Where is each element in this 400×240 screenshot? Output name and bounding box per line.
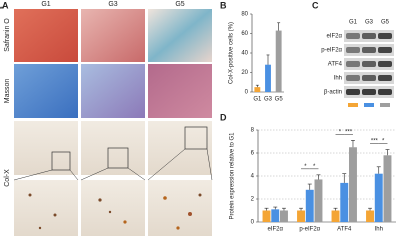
panel-label: C [312,0,319,10]
cells [28,193,202,230]
panel-label: B [220,0,227,10]
protein-label: p-eIF2α [321,48,342,54]
image [148,121,212,175]
band [346,47,360,53]
x-tick-label: G1 [253,97,262,103]
band [362,89,376,95]
zoom-box [184,126,208,150]
column-label: G1 [41,1,50,8]
x-tick-label: Ihh [375,227,383,233]
y-axis-label: Col-X-positive cells (%) [229,22,235,84]
significance-label: *** [371,139,379,145]
histology-images [13,9,213,236]
lane-label: G5 [381,20,390,26]
image [14,121,78,175]
y-tick-label: 80 [241,12,248,18]
bar [331,210,340,222]
band [346,89,360,95]
x-tick-label: ATF4 [337,227,352,233]
bar [265,64,271,92]
band [378,75,392,81]
x-tick-label: eIF2α [268,227,284,233]
band [378,47,392,53]
significance-label: *** [0,7,4,13]
panel-label: A [2,0,9,10]
protein-label: ATF4 [328,62,343,68]
zoom-box [51,151,71,171]
image [148,9,212,62]
y-tick-label: 0 [245,90,249,96]
y-tick-label: 40 [241,51,248,57]
lane-label: G1 [349,20,358,26]
band [362,47,376,53]
image [14,64,78,118]
row-label: Col-X [4,169,11,187]
row-label: Safranin O [4,18,11,52]
significance-label: ** [0,7,3,13]
significance-label: *** [345,129,353,135]
band [378,89,392,95]
bar [366,210,374,222]
column-label: G3 [108,1,117,8]
bar [340,182,349,222]
y-tick-label: 4 [251,174,255,180]
bar [349,147,357,222]
legend-swatch [380,103,390,107]
bar [297,210,305,222]
legend-swatch [364,103,374,107]
significance-label: * [382,139,385,145]
legend-swatch [348,103,358,107]
x-tick-label: p-eIF2α [299,227,320,233]
bar [305,189,314,222]
y-tick-label: 8 [251,128,255,134]
column-label: G5 [175,1,184,8]
bar [271,209,280,222]
zoom-box [107,147,129,169]
y-tick-label: 6 [251,151,255,157]
band [346,61,360,67]
bar [374,173,383,222]
y-tick-label: 20 [241,70,248,76]
x-tick-label: G5 [275,97,284,103]
zoom-lines [13,148,213,181]
band [362,75,376,81]
bar [383,155,392,222]
image [14,180,78,236]
band [362,61,376,67]
band [378,61,392,67]
significance-label: * [313,164,316,170]
panel-label: D [220,112,227,122]
y-tick-label: 0 [251,220,255,226]
y-tick-label: 2 [251,197,255,203]
image [14,9,78,62]
bar [280,210,288,222]
image [81,9,145,62]
significance-label: * [304,164,307,170]
image [148,64,212,118]
band [346,33,360,39]
bar [275,30,282,92]
y-tick-label: 60 [241,31,248,37]
band [378,33,392,39]
western-blot: G1 G3 G5 eIF2α p-eIF2α ATF4 Ihh β-actin [321,20,394,107]
row-label: Masson [4,79,11,104]
image [81,64,145,118]
image [148,180,212,236]
band [346,75,360,81]
x-tick-label: G3 [264,97,273,103]
lane-label: G3 [365,20,374,26]
protein-label: Ihh [334,76,342,82]
bar [314,179,323,222]
image [81,180,145,236]
band [362,33,376,39]
protein-label: eIF2α [327,34,343,40]
bar [254,87,261,92]
protein-label: β-actin [324,90,342,96]
bar [262,210,271,222]
significance-label: * [339,129,342,135]
y-axis-label: Protein expression relative to G1 [230,132,236,220]
